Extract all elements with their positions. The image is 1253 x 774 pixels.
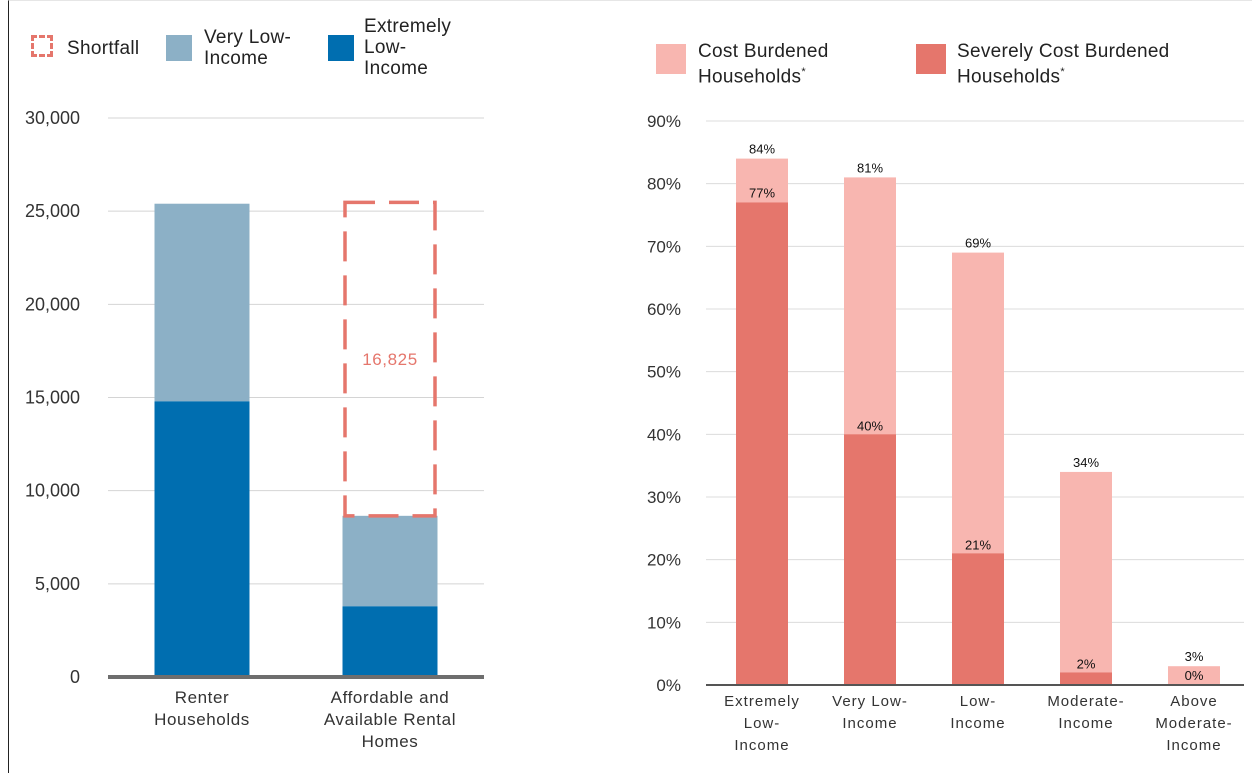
y-tick-label: 30,000 <box>25 108 80 128</box>
bar-very-low <box>154 203 250 402</box>
legend-very-low-swatch <box>166 35 192 61</box>
legend-extremely-low-line-1: Extremely <box>364 16 452 37</box>
y-tick-label: 10,000 <box>25 481 80 501</box>
y-tick-label: 70% <box>647 237 681 256</box>
bar-severely-cost-burdened <box>1060 672 1112 685</box>
x-tick-label: Moderate- <box>1047 693 1124 710</box>
legend-extremely-low-label: Extremely Low- Income <box>364 16 451 79</box>
bar-extremely-low <box>154 401 250 677</box>
figure-frame <box>8 0 1252 773</box>
data-label-severely: 21% <box>965 537 991 552</box>
legend-shortfall-swatch <box>31 35 53 57</box>
x-tick-label: Moderate- <box>1155 715 1232 732</box>
x-tick-label: Renter <box>175 688 230 707</box>
x-tick-label: Low- <box>744 715 781 732</box>
legend-severely-line-2: Households* <box>957 66 1065 88</box>
legend-cost-burdened-label: Cost Burdened Households* <box>698 41 829 87</box>
bar-severely-cost-burdened <box>844 434 896 685</box>
data-label-cost-burdened: 34% <box>1073 455 1099 470</box>
x-tick-label: Extremely <box>724 693 800 710</box>
shortfall-box <box>343 200 437 518</box>
legend-very-low-label: Very Low- Income <box>204 27 291 69</box>
bar-severely-cost-burdened <box>736 202 788 685</box>
y-tick-label: 60% <box>647 300 681 319</box>
y-tick-label: 0 <box>70 667 80 687</box>
y-tick-label: 15,000 <box>25 388 80 408</box>
data-label-severely: 0% <box>1185 668 1204 683</box>
y-tick-label: 80% <box>647 175 681 194</box>
y-tick-label: 30% <box>647 488 681 507</box>
shortfall-label: 16,825 <box>362 350 418 369</box>
y-tick-label: 10% <box>647 613 681 632</box>
legend-cost-burdened-swatch <box>656 44 686 74</box>
y-tick-label: 20,000 <box>25 294 80 314</box>
x-tick-label: Homes <box>362 732 419 751</box>
x-tick-label: Income <box>842 715 897 732</box>
legend-severely-swatch <box>916 44 946 74</box>
y-tick-label: 0% <box>656 676 681 695</box>
legend-cost-burdened-line-1: Cost Burdened <box>698 41 829 62</box>
legend-cost-burdened-line-2: Households* <box>698 66 806 88</box>
y-tick-label: 5,000 <box>35 574 80 594</box>
bar-cost-burdened <box>1168 666 1220 685</box>
data-label-cost-burdened: 81% <box>857 160 883 175</box>
legend-very-low-line-1: Very Low- <box>204 27 292 48</box>
x-tick-label: Low- <box>960 693 997 710</box>
bar-cost-burdened <box>1060 471 1112 685</box>
legend-severely-line-1: Severely Cost Burdened <box>957 41 1170 62</box>
data-label-cost-burdened: 3% <box>1185 649 1204 664</box>
bar-very-low <box>342 515 438 607</box>
x-tick-label: Affordable and <box>331 688 450 707</box>
x-tick-label: Income <box>1166 737 1221 754</box>
x-tick-label: Income <box>1058 715 1113 732</box>
data-label-severely: 40% <box>857 418 883 433</box>
data-label-severely: 77% <box>749 185 775 200</box>
legend-extremely-low-line-3: Income <box>364 58 429 79</box>
y-tick-label: 40% <box>647 425 681 444</box>
y-tick-label: 20% <box>647 551 681 570</box>
data-label-cost-burdened: 84% <box>749 142 775 157</box>
legend-extremely-low-line-2: Low- <box>364 37 407 58</box>
legend-severely-label: Severely Cost Burdened Households* <box>957 41 1170 87</box>
y-tick-label: 25,000 <box>25 201 80 221</box>
data-label-severely: 2% <box>1077 656 1096 671</box>
data-label-cost-burdened: 69% <box>965 236 991 251</box>
legend-shortfall-label: Shortfall <box>67 38 140 59</box>
x-tick-label: Available Rental <box>324 710 456 729</box>
bar-severely-cost-burdened <box>952 553 1004 685</box>
x-tick-label: Households <box>154 710 250 729</box>
x-tick-label: Above <box>1170 693 1218 710</box>
bar-extremely-low <box>342 606 438 677</box>
y-tick-label: 90% <box>647 112 681 131</box>
x-tick-label: Very Low- <box>832 693 908 710</box>
legend-extremely-low-swatch <box>328 35 354 61</box>
x-tick-label: Income <box>734 737 789 754</box>
x-tick-label: Income <box>950 715 1005 732</box>
y-tick-label: 50% <box>647 363 681 382</box>
legend-very-low-line-2: Income <box>204 48 269 69</box>
